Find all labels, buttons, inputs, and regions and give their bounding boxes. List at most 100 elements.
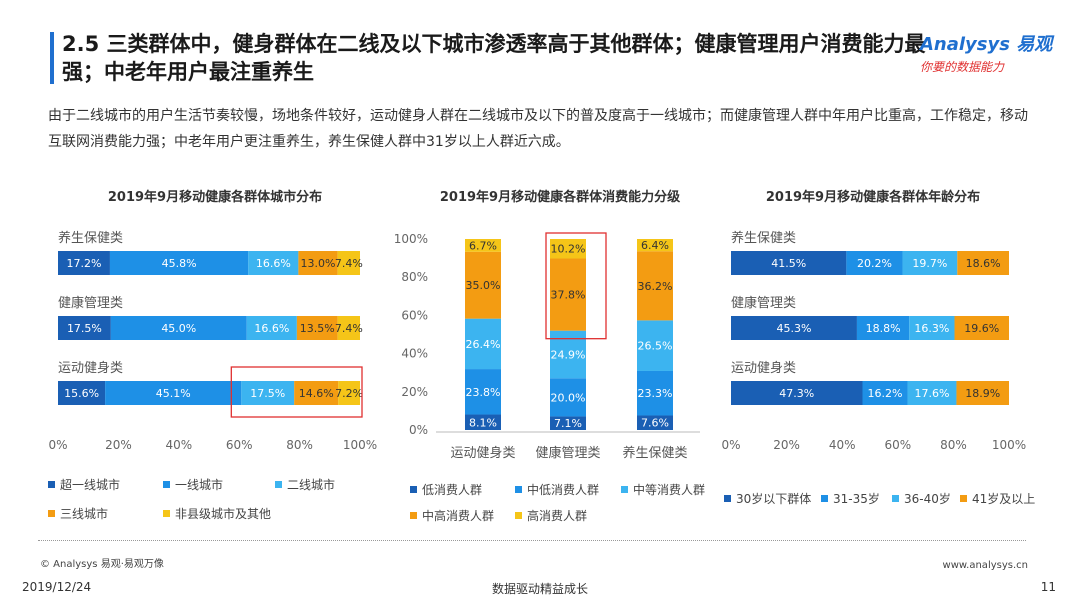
legend-label: 41岁及以上 bbox=[972, 492, 1036, 506]
chart1-bar-segment bbox=[109, 251, 249, 275]
chart2-x-category-label: 运动健身类 bbox=[450, 445, 515, 461]
source-note: © Analysys 易观·易观万像 bbox=[40, 559, 164, 570]
analysys-logo: Analysys 易观 你要的数据能力 bbox=[920, 30, 1060, 75]
chart2-y-tick-label: 100% bbox=[394, 232, 428, 246]
chart1-bar-segment bbox=[248, 251, 299, 275]
chart1-bar-segment bbox=[337, 251, 360, 275]
chart1-highlight-box bbox=[230, 366, 363, 418]
chart2-data-label: 26.4% bbox=[466, 338, 501, 351]
chart1-bar-segment bbox=[294, 381, 339, 405]
chart1-data-label: 13.5% bbox=[300, 322, 335, 335]
page-number: 11 bbox=[1040, 580, 1056, 594]
footer-slogan: 数据驱动精益成长 bbox=[491, 582, 588, 596]
chart1-bar-segment bbox=[58, 251, 110, 275]
chart1-data-label: 17.2% bbox=[66, 257, 101, 270]
title-accent-bar bbox=[50, 32, 54, 84]
chart3-bar-segment bbox=[856, 316, 910, 340]
chart2-bar-segment bbox=[465, 369, 501, 415]
chart2-bar-segment bbox=[465, 414, 501, 430]
website-link[interactable]: www.analysys.cn bbox=[942, 560, 1028, 571]
legend-label: 非县级城市及其他 bbox=[175, 507, 272, 521]
chart1-data-label: 45.8% bbox=[162, 257, 197, 270]
chart1-category-label: 健康管理类 bbox=[58, 295, 123, 311]
chart1-x-tick-label: 100% bbox=[343, 438, 377, 452]
chart2-data-label: 7.6% bbox=[641, 417, 669, 430]
chart3-x-tick-label: 60% bbox=[884, 438, 911, 452]
chart2-data-label: 37.8% bbox=[551, 289, 586, 302]
chart3-bar-segment bbox=[956, 381, 1009, 405]
chart2-data-label: 7.1% bbox=[554, 417, 582, 430]
legend-swatch bbox=[515, 486, 522, 493]
footer-divider bbox=[38, 540, 1026, 541]
chart1-data-label: 16.6% bbox=[256, 257, 291, 270]
legend-item: 31-35岁 bbox=[821, 490, 880, 507]
chart1-category-label: 养生保健类 bbox=[58, 230, 123, 246]
chart3-bar-segment bbox=[909, 316, 955, 340]
legend-swatch bbox=[410, 512, 417, 519]
legend-label: 超一线城市 bbox=[60, 478, 121, 492]
chart1-data-label: 7.4% bbox=[335, 322, 363, 335]
legend-swatch bbox=[724, 495, 731, 502]
chart2-data-label: 36.2% bbox=[638, 280, 673, 293]
chart2-bar-segment bbox=[550, 416, 586, 430]
legend-label: 一线城市 bbox=[175, 478, 224, 492]
chart2-data-label: 26.5% bbox=[638, 340, 673, 353]
chart2-bar-segment bbox=[637, 251, 673, 321]
chart3-x-tick-label: 0% bbox=[721, 438, 740, 452]
chart2-data-label: 6.7% bbox=[469, 239, 497, 252]
chart3-bar-segment bbox=[731, 251, 847, 275]
chart3-data-label: 19.6% bbox=[964, 322, 999, 335]
chart1-category-label: 运动健身类 bbox=[58, 360, 123, 376]
chart2-bar-segment bbox=[637, 370, 673, 416]
chart3-data-label: 16.3% bbox=[914, 322, 949, 335]
chart1-bar-segment bbox=[105, 381, 242, 405]
chart2-x-category-label: 健康管理类 bbox=[535, 445, 600, 461]
chart3-category-label: 养生保健类 bbox=[731, 230, 796, 246]
chart1-bar-segment bbox=[338, 381, 360, 405]
chart2-data-label: 24.9% bbox=[551, 348, 586, 361]
legend-item: 三线城市 bbox=[48, 505, 108, 522]
chart1-bar-segment bbox=[337, 316, 360, 340]
chart3-bar-segment bbox=[731, 316, 857, 340]
legend-swatch bbox=[960, 495, 967, 502]
chart1-data-label: 14.6% bbox=[299, 387, 334, 400]
chart1-bar-segment bbox=[296, 316, 338, 340]
chart1-data-label: 45.0% bbox=[161, 322, 196, 335]
chart3-data-label: 47.3% bbox=[779, 387, 814, 400]
legend-swatch bbox=[48, 481, 55, 488]
chart1-x-tick-label: 40% bbox=[165, 438, 192, 452]
legend-item: 36-40岁 bbox=[892, 490, 951, 507]
chart1-data-label: 7.4% bbox=[335, 257, 363, 270]
chart2-y-tick-label: 60% bbox=[401, 308, 428, 322]
chart2-bar-segment bbox=[550, 258, 586, 331]
logo-brand: Analysys 易观 bbox=[920, 34, 1053, 55]
legend-label: 36-40岁 bbox=[904, 492, 951, 506]
chart3-bar-segment bbox=[846, 251, 903, 275]
chart3-x-tick-label: 100% bbox=[992, 438, 1026, 452]
legend-item: 中等消费人群 bbox=[621, 481, 705, 498]
chart3-title: 2019年9月移动健康各群体年龄分布 bbox=[765, 190, 981, 205]
chart2-x-category-label: 养生保健类 bbox=[622, 445, 687, 461]
chart3-data-label: 41.5% bbox=[771, 257, 806, 270]
legend-swatch bbox=[48, 510, 55, 517]
chart2-data-label: 23.8% bbox=[466, 386, 501, 399]
chart1-title: 2019年9月移动健康各群体城市分布 bbox=[107, 190, 323, 205]
legend-swatch bbox=[163, 510, 170, 517]
chart2-data-label: 23.3% bbox=[638, 387, 673, 400]
legend-item: 非县级城市及其他 bbox=[163, 505, 271, 522]
chart2-bar-segment bbox=[637, 239, 673, 252]
chart2-y-tick-label: 20% bbox=[401, 385, 428, 399]
chart1-x-tick-label: 60% bbox=[226, 438, 253, 452]
chart3-data-label: 45.3% bbox=[776, 322, 811, 335]
chart3-data-label: 16.2% bbox=[868, 387, 903, 400]
legend-swatch bbox=[892, 495, 899, 502]
legend-label: 三线城市 bbox=[60, 507, 109, 521]
legend-swatch bbox=[515, 512, 522, 519]
legend-item: 二线城市 bbox=[275, 476, 335, 493]
legend-item: 中高消费人群 bbox=[410, 507, 494, 524]
legend-label: 中等消费人群 bbox=[633, 483, 706, 497]
chart3-category-label: 健康管理类 bbox=[731, 295, 796, 311]
legend-label: 30岁以下群体 bbox=[736, 492, 812, 506]
chart1-bar-segment bbox=[58, 381, 106, 405]
